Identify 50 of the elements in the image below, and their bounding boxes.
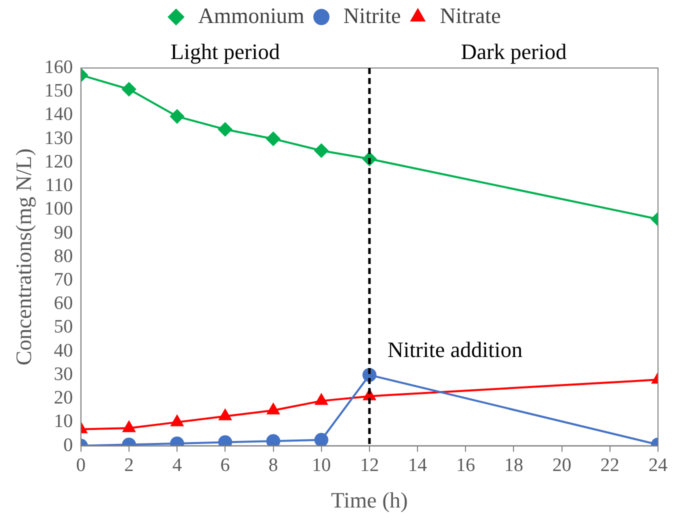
x-tick-label: 18 <box>504 455 524 476</box>
x-tick-label: 20 <box>552 455 572 476</box>
x-axis-title: Time (h) <box>331 488 408 513</box>
x-tick-label: 16 <box>456 455 476 476</box>
point <box>170 109 184 124</box>
y-tick-label: 60 <box>54 293 73 314</box>
x-tick-label: 24 <box>648 455 668 476</box>
y-tick-label: 30 <box>54 364 73 385</box>
x-tick-label: 22 <box>600 455 620 476</box>
ref-line-label: Nitrite addition <box>387 337 522 362</box>
y-tick-label: 140 <box>44 104 73 126</box>
x-tick-label: 4 <box>172 455 182 476</box>
x-tick-label: 0 <box>76 455 86 476</box>
y-tick-label: 90 <box>54 222 73 244</box>
point <box>314 432 328 446</box>
x-tick-label: 14 <box>408 455 428 476</box>
x-tick-label: 10 <box>312 455 331 476</box>
y-tick-label: 130 <box>44 128 73 149</box>
text: Dark period <box>460 38 567 64</box>
y-tick-label: 50 <box>54 316 73 338</box>
y-tick-label: 20 <box>54 388 73 409</box>
x-tick-label: 6 <box>220 455 230 476</box>
point <box>266 132 280 146</box>
y-tick-label: 40 <box>54 340 73 362</box>
y-tick-label: 10 <box>54 411 73 432</box>
y-axis-title: Concentrations(mg N/L) <box>10 148 36 366</box>
y-tick-label: 80 <box>54 246 73 267</box>
point <box>170 415 184 426</box>
point <box>315 394 328 405</box>
y-tick-label: 100 <box>44 198 73 220</box>
text: Light period <box>170 38 280 64</box>
y-tick-label: 160 <box>44 56 73 78</box>
y-tick-label: 110 <box>45 175 73 196</box>
point <box>218 409 232 420</box>
point <box>267 403 280 414</box>
y-tick-label: 0 <box>63 434 73 456</box>
legend-label: Nitrate <box>440 2 501 28</box>
y-tick-label: 120 <box>44 151 73 172</box>
x-tick-label: 12 <box>360 455 379 476</box>
y-tick-label: 150 <box>44 80 73 102</box>
point <box>218 122 232 136</box>
legend-label: Nitrite <box>343 2 401 28</box>
point <box>122 82 136 96</box>
point <box>266 434 280 446</box>
point <box>314 144 328 158</box>
y-tick-label: 70 <box>54 269 73 290</box>
x-tick-label: 2 <box>124 455 134 476</box>
point <box>122 421 136 432</box>
x-tick-label: 8 <box>268 455 278 476</box>
legend-label: Ammonium <box>198 2 304 28</box>
